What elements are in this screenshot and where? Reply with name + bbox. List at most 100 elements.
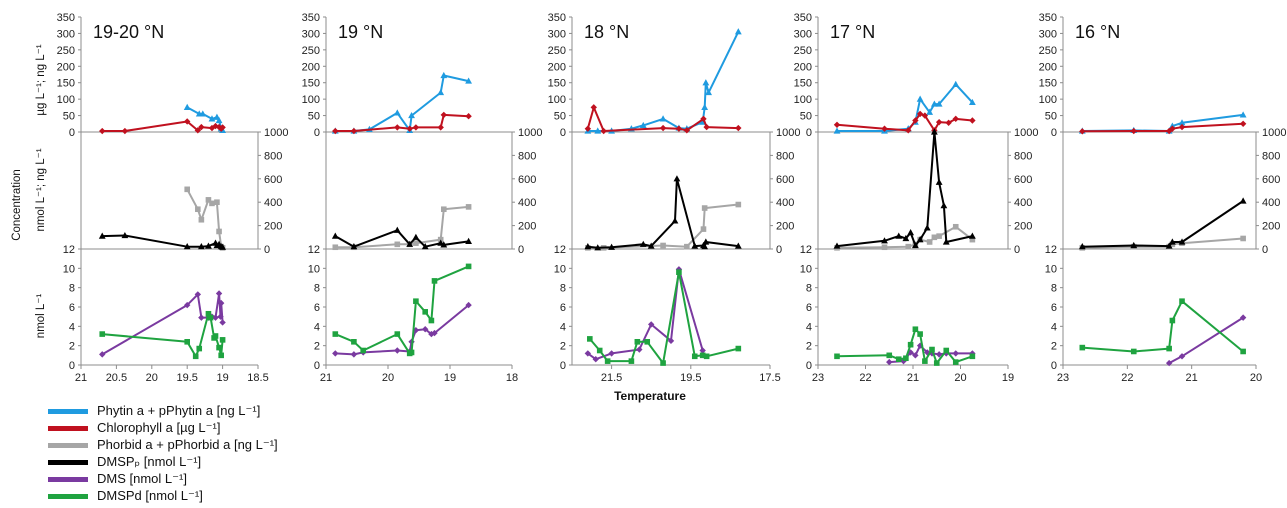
data-point-phorbid	[660, 242, 666, 249]
data-point-dmspd	[465, 263, 472, 270]
row3-y-label: nmol L⁻¹	[35, 294, 47, 339]
series-line-dmspp	[587, 177, 739, 249]
data-point-dmspd	[952, 359, 959, 365]
data-point-dms	[394, 347, 401, 354]
data-point-phytin	[926, 108, 934, 115]
data-point-dmspd	[907, 341, 914, 348]
data-point-phytin	[833, 127, 841, 134]
y-tick-label: 2	[314, 341, 320, 353]
series-dmspp	[584, 175, 742, 251]
data-point-dmspd	[1079, 344, 1086, 351]
data-point-dmspp	[942, 238, 950, 245]
data-point-phytin	[437, 88, 445, 96]
data-point-dmspd	[184, 339, 190, 345]
data-point-phorbid	[209, 200, 215, 207]
data-point-dmspp	[701, 243, 709, 250]
y-tick-label: 0	[314, 127, 320, 139]
series-phorbid	[184, 186, 226, 251]
y2-tick-label: 1000	[264, 127, 288, 139]
data-point-dmspp	[930, 128, 938, 135]
y2-tick-label: 1000	[776, 127, 800, 139]
y-tick-label: 100	[57, 94, 75, 106]
panel-4: 17 °N05010015020025030035002004006008001…	[794, 12, 1039, 384]
y2-tick-label: 400	[1262, 197, 1280, 209]
y-tick-label: 10	[308, 263, 320, 275]
series-dmspd	[1079, 298, 1246, 355]
data-point-chl	[1079, 128, 1086, 135]
x-tick-label: 18.5	[247, 372, 268, 384]
panel-3: 18 °N05010015020025030035002004006008001…	[548, 12, 801, 384]
legend-swatch-dmspp	[48, 460, 88, 465]
data-point-phytin	[705, 88, 713, 96]
x-tick-label: 20	[1250, 372, 1262, 384]
data-point-phytin	[393, 109, 401, 116]
y2-tick-label: 600	[776, 174, 794, 186]
x-tick-label: 18	[506, 372, 518, 384]
y2-tick-label: 1000	[1262, 127, 1286, 139]
data-point-chl	[683, 127, 691, 134]
x-tick-label: 19.5	[680, 372, 701, 384]
data-point-dmspp	[833, 242, 841, 249]
series-line-chl	[102, 120, 224, 132]
y2-tick-label: 600	[1262, 174, 1280, 186]
data-point-phorbid	[195, 206, 201, 213]
data-point-dmspp	[421, 243, 429, 250]
data-point-chl	[394, 124, 401, 131]
panel-1: 19-20 °N05010015020025030035002004006008…	[57, 12, 289, 384]
data-point-phytin	[208, 115, 216, 122]
data-point-dmspp	[219, 243, 226, 250]
y2-tick-label: 0	[1262, 244, 1268, 256]
y-axis-title: Concentration	[11, 169, 23, 241]
data-point-dmspp	[1178, 238, 1186, 245]
series-dms	[332, 301, 472, 358]
data-point-phorbid	[198, 216, 205, 223]
series-line-chl	[836, 112, 973, 132]
x-tick-label: 19	[444, 372, 456, 384]
data-point-phytin	[594, 127, 602, 134]
y-tick-label: 100	[302, 94, 320, 106]
data-point-dms	[212, 314, 219, 321]
data-point-dmspp	[734, 242, 742, 249]
data-point-dmspd	[587, 336, 593, 342]
y2-tick-label: 600	[518, 174, 536, 186]
y-tick-label: 0	[1051, 360, 1057, 372]
data-point-phytin	[935, 100, 943, 107]
data-point-chl	[703, 123, 710, 131]
data-point-chl	[219, 124, 226, 131]
y-tick-label: 100	[794, 94, 812, 106]
data-point-phytin	[215, 116, 223, 124]
data-point-dmspd	[1166, 345, 1172, 352]
data-point-dmspp	[584, 243, 592, 250]
data-point-dms	[422, 326, 429, 333]
data-point-dms	[667, 337, 675, 345]
data-point-phytin	[465, 77, 472, 84]
y2-tick-label: 600	[264, 174, 282, 186]
series-phorbid	[1079, 235, 1246, 251]
data-point-dmspp	[608, 243, 615, 250]
data-point-dmspd	[922, 358, 928, 364]
y-tick-label: 50	[63, 111, 75, 123]
y-tick-label: 6	[314, 302, 320, 314]
data-point-phytin	[701, 103, 709, 110]
x-tick-label: 21.5	[601, 372, 622, 384]
y-tick-label: 50	[554, 111, 566, 123]
data-point-phorbid	[216, 228, 222, 235]
x-tick-label: 19.5	[176, 372, 197, 384]
series-dmspp	[1078, 197, 1247, 250]
series-line-phorbid	[186, 188, 224, 249]
y-tick-label: 200	[794, 61, 812, 73]
series-line-phytin	[837, 83, 974, 132]
series-line-phytin	[1082, 113, 1244, 132]
y-tick-label: 6	[1051, 302, 1057, 314]
data-point-dmspd	[207, 314, 214, 321]
y-tick-label: 200	[57, 61, 75, 73]
legend-swatch-dms	[48, 477, 88, 482]
data-point-chl	[121, 127, 129, 135]
y-tick-label: 12	[800, 244, 812, 256]
y2-tick-label: 400	[518, 197, 536, 209]
y2-tick-label: 200	[264, 221, 282, 233]
y-tick-label: 0	[314, 360, 320, 372]
legend-label-phytin: Phytin a + pPhytin a [ng L⁻¹]	[97, 403, 261, 418]
y-tick-label: 8	[560, 283, 566, 295]
data-point-dmspp	[968, 232, 976, 239]
